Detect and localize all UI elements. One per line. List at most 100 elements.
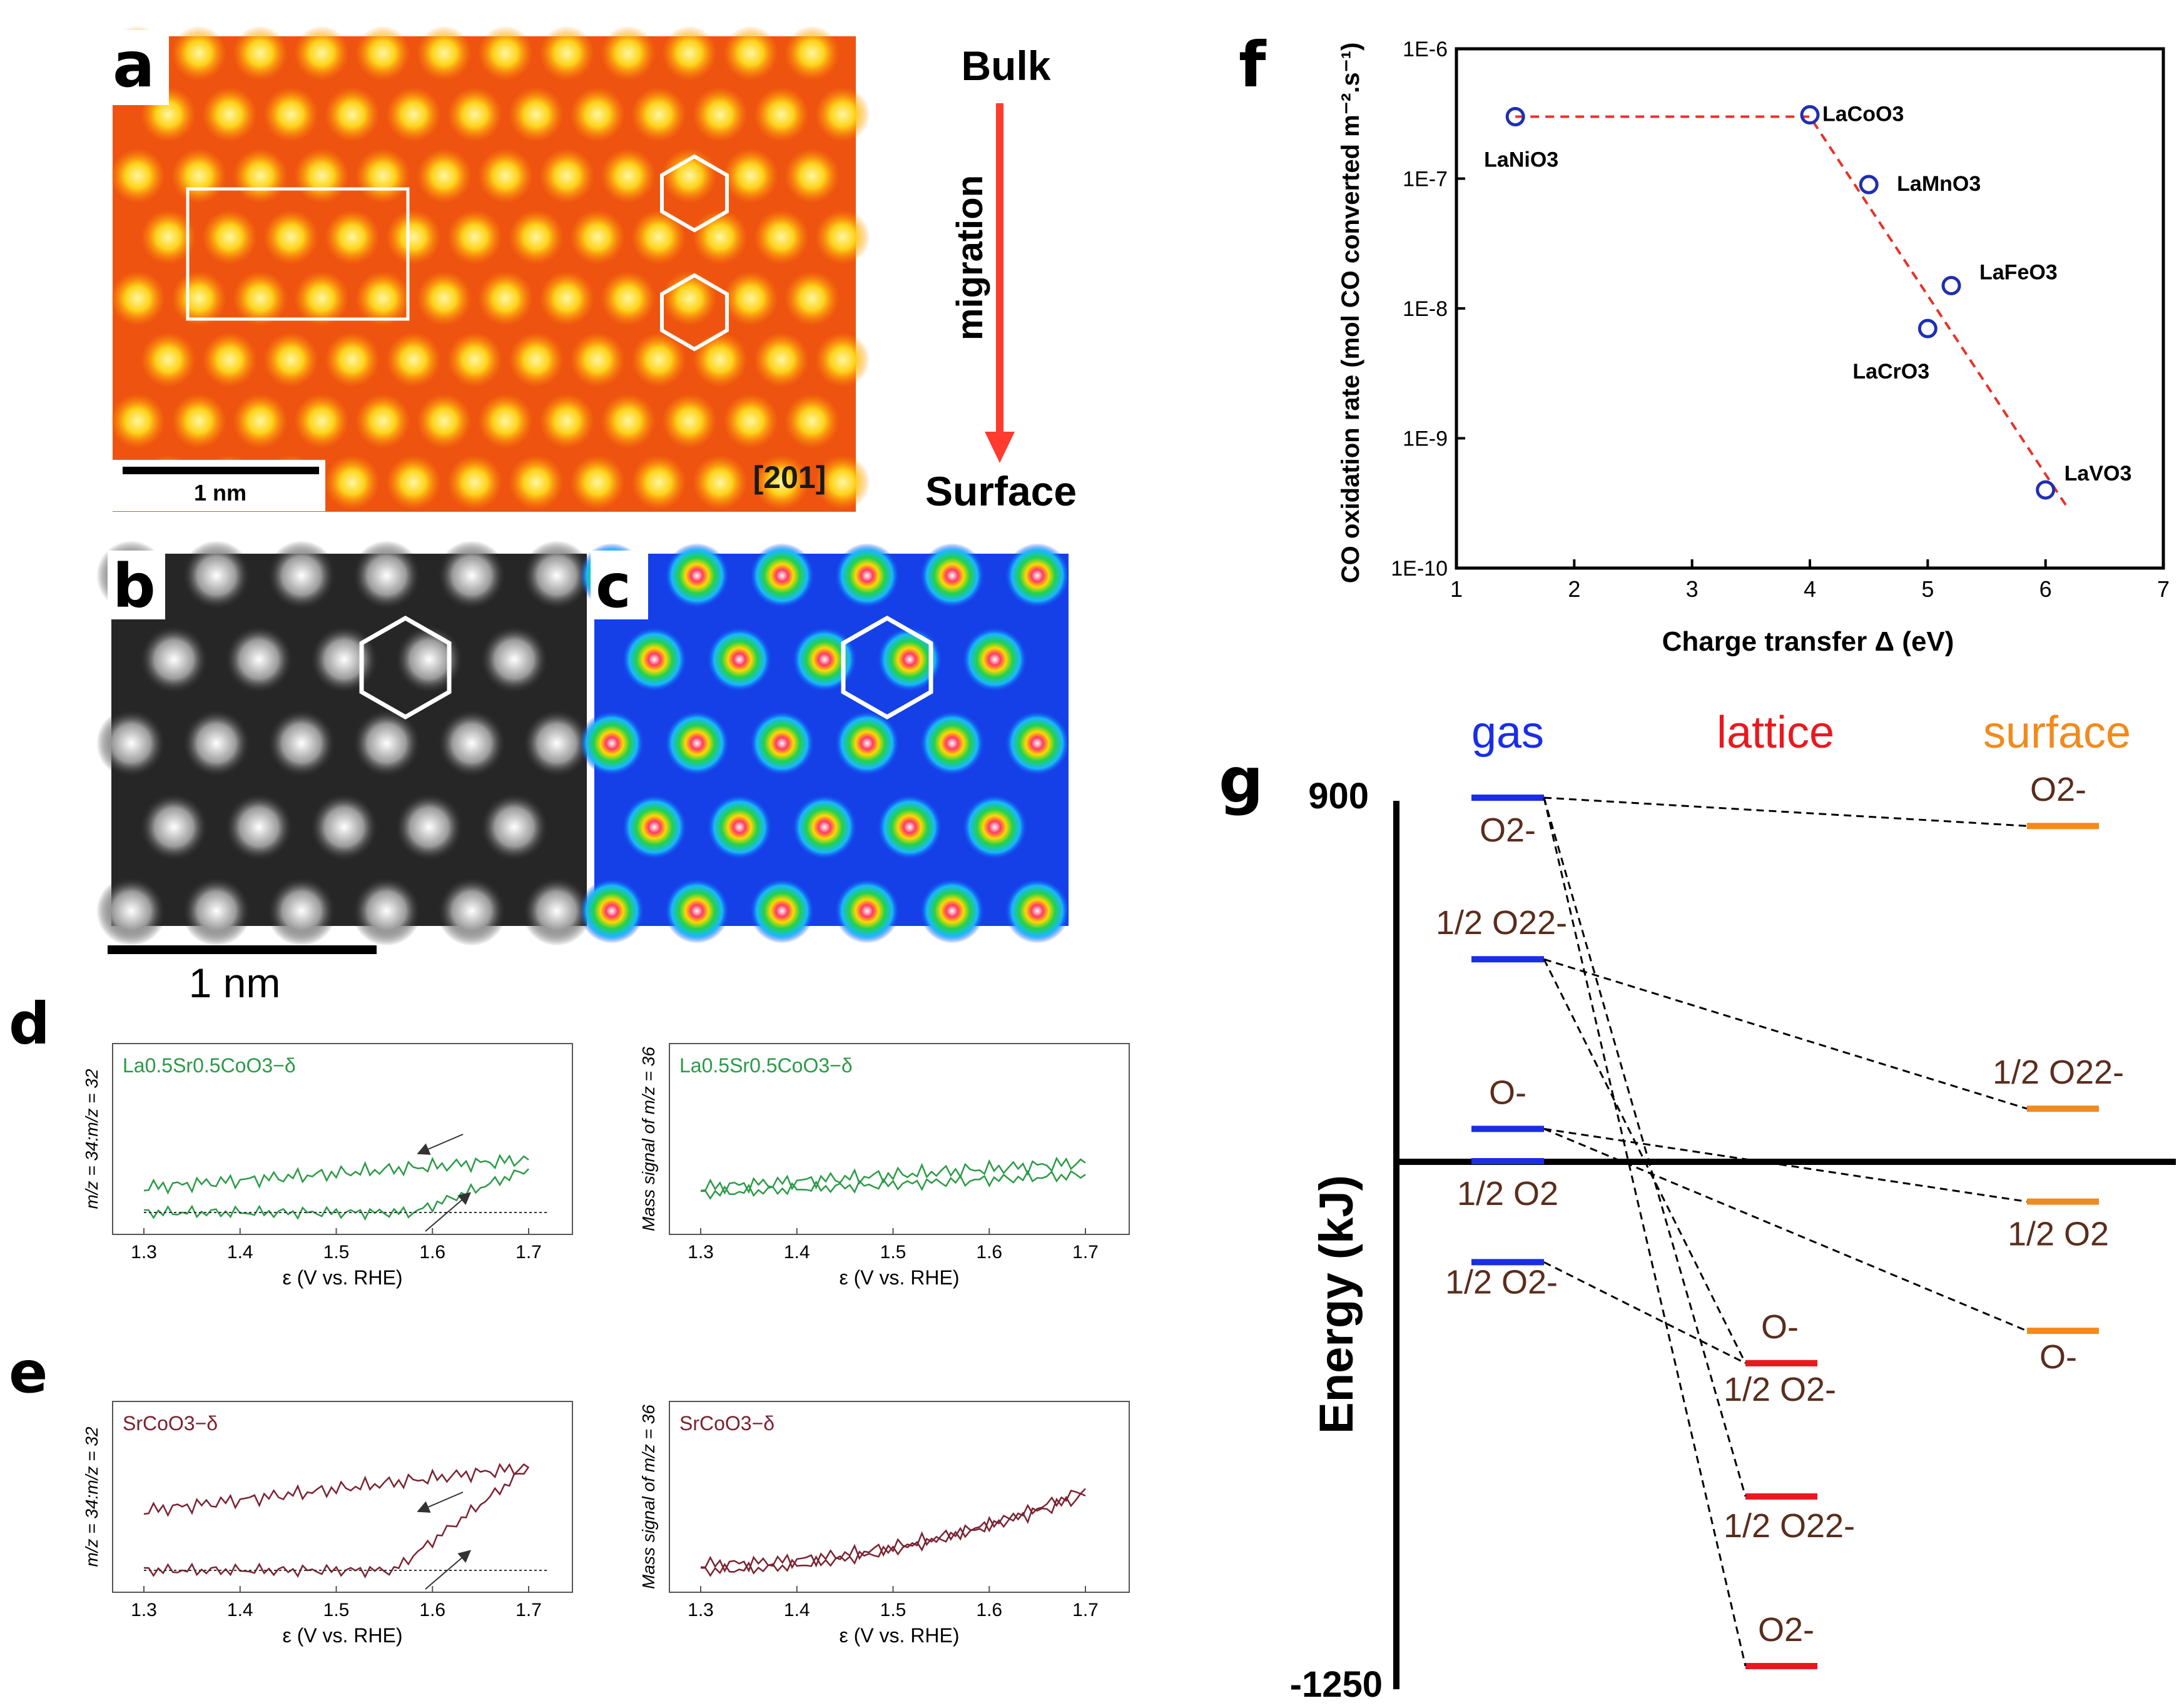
- stm-spot: [631, 87, 686, 142]
- stm-spot: [263, 87, 318, 142]
- d-left-frame: [112, 1043, 573, 1235]
- stm-spot: [478, 394, 533, 449]
- stm-spot: [723, 271, 778, 326]
- stm-spot: [447, 455, 502, 510]
- color-spot: [962, 627, 1027, 692]
- panel-a: a 1 nm [201] Bulk migration Surface: [108, 26, 1077, 514]
- xtick-label: 1.6: [976, 1242, 1002, 1263]
- stm-spot: [110, 394, 165, 449]
- hexagon-marker-2: [660, 273, 729, 352]
- stm-spot: [233, 394, 288, 449]
- stm-spot: [815, 210, 870, 265]
- level-label-gas: 1/2 O2: [1457, 1175, 1558, 1212]
- color-spot: [835, 711, 900, 776]
- xtick-label: 1.4: [784, 1242, 810, 1263]
- color-spot: [579, 711, 644, 776]
- stm-spot: [539, 271, 594, 326]
- grey-spot: [267, 541, 337, 611]
- stm-spot: [110, 271, 165, 326]
- grey-spot: [352, 876, 422, 946]
- transition-link: [1543, 1261, 1746, 1365]
- xtick-label: 1.7: [1072, 1242, 1099, 1263]
- hexagon-marker-c: [841, 615, 933, 720]
- transition-link: [1543, 1127, 2028, 1203]
- grey-spot: [522, 708, 592, 778]
- stm-spot: [478, 26, 533, 81]
- f-point-label: LaMnO3: [1897, 172, 1981, 196]
- column-gas: gas: [1471, 708, 1544, 758]
- xtick-label: 1.5: [323, 1600, 350, 1620]
- stm-spot: [509, 455, 564, 510]
- xtick-label: 1.7: [516, 1600, 542, 1620]
- panel-g-label: g: [1219, 744, 1264, 817]
- level-label-lattice: O2-: [1758, 1611, 1814, 1649]
- xtick-label: 1.3: [131, 1242, 157, 1263]
- stm-atom-spots: [110, 26, 870, 510]
- d-left-ylabel: m/z = 34:m/z = 32: [82, 1069, 101, 1209]
- stm-spot: [325, 87, 380, 142]
- stm-spot: [754, 332, 809, 387]
- stm-spot: [294, 26, 349, 81]
- stm-spot: [355, 271, 410, 326]
- f-ytick-label: 1E-8: [1403, 297, 1448, 321]
- stm-spot: [141, 332, 196, 387]
- stm-spot: [171, 26, 226, 81]
- color-spot: [962, 795, 1027, 860]
- level-label-gas: 1/2 O22-: [1436, 904, 1567, 942]
- energy-levels: O2- 1/2 O22- O- 1/2 O2 1/2 O2- O- 1/2 O2- 1/2 O…: [1436, 771, 2124, 1669]
- d-right-frame: [669, 1043, 1130, 1235]
- xtick-label: 1.6: [419, 1600, 445, 1620]
- stm-spot: [785, 148, 840, 203]
- color-spot: [877, 627, 942, 692]
- f-xtick-label: 2: [1568, 576, 1580, 602]
- xtick-label: 1.7: [516, 1242, 542, 1263]
- stm-spot: [662, 148, 717, 203]
- stm-spot: [417, 271, 472, 326]
- stm-spot: [601, 271, 656, 326]
- color-spot: [1005, 711, 1070, 776]
- stm-spot: [509, 87, 564, 142]
- color-spot: [579, 878, 644, 943]
- stm-spot: [386, 87, 441, 142]
- f-xtick-label: 1: [1450, 576, 1463, 602]
- transition-link: [1543, 796, 2028, 827]
- hexagon-marker-1: [660, 154, 729, 233]
- d-right-sample: La0.5Sr0.5CoO3−δ: [679, 1054, 853, 1077]
- stm-spot: [202, 332, 257, 387]
- migration-arrow-head: [985, 432, 1015, 463]
- energy-tick-top: 900: [1308, 776, 1369, 816]
- f-xtick-label: 5: [1921, 576, 1934, 602]
- stm-spot: [631, 455, 686, 510]
- stm-spot: [785, 394, 840, 449]
- stm-spot: [233, 148, 288, 203]
- color-spot: [920, 711, 985, 776]
- panel-c-label: c: [596, 551, 631, 621]
- xtick-label: 1.4: [227, 1600, 253, 1620]
- grey-spot: [181, 876, 251, 946]
- panel-g: g 900 -1250 Energy (kJ) gas lattice surf…: [1219, 708, 2176, 1705]
- grey-spot: [309, 792, 379, 862]
- stm-spot: [447, 210, 502, 265]
- xtick-label: 1.3: [688, 1242, 714, 1263]
- scalebar-bc-label: 1 nm: [189, 960, 281, 1006]
- level-label-lattice: O-: [1761, 1308, 1799, 1346]
- stm-spot: [539, 394, 594, 449]
- trace-upper: [143, 1154, 529, 1195]
- arrow-forward: [425, 1550, 472, 1590]
- grey-spot: [139, 792, 209, 862]
- level-label-gas: 1/2 O2-: [1445, 1263, 1558, 1301]
- color-spot: [920, 878, 985, 943]
- xtick-label: 1.6: [419, 1242, 445, 1263]
- stm-spot: [509, 210, 564, 265]
- f-ytick-label: 1E-9: [1403, 427, 1448, 451]
- column-lattice: lattice: [1717, 708, 1834, 758]
- e-right-frame: [669, 1401, 1130, 1593]
- transition-link: [1543, 797, 1747, 1497]
- color-spot: [1005, 543, 1070, 608]
- trace-upper: [143, 1463, 529, 1517]
- arrow-forward: [425, 1192, 472, 1232]
- color-spot: [835, 878, 900, 943]
- stm-spot: [263, 210, 318, 265]
- stm-spot: [570, 87, 625, 142]
- transition-link: [1543, 958, 1747, 1364]
